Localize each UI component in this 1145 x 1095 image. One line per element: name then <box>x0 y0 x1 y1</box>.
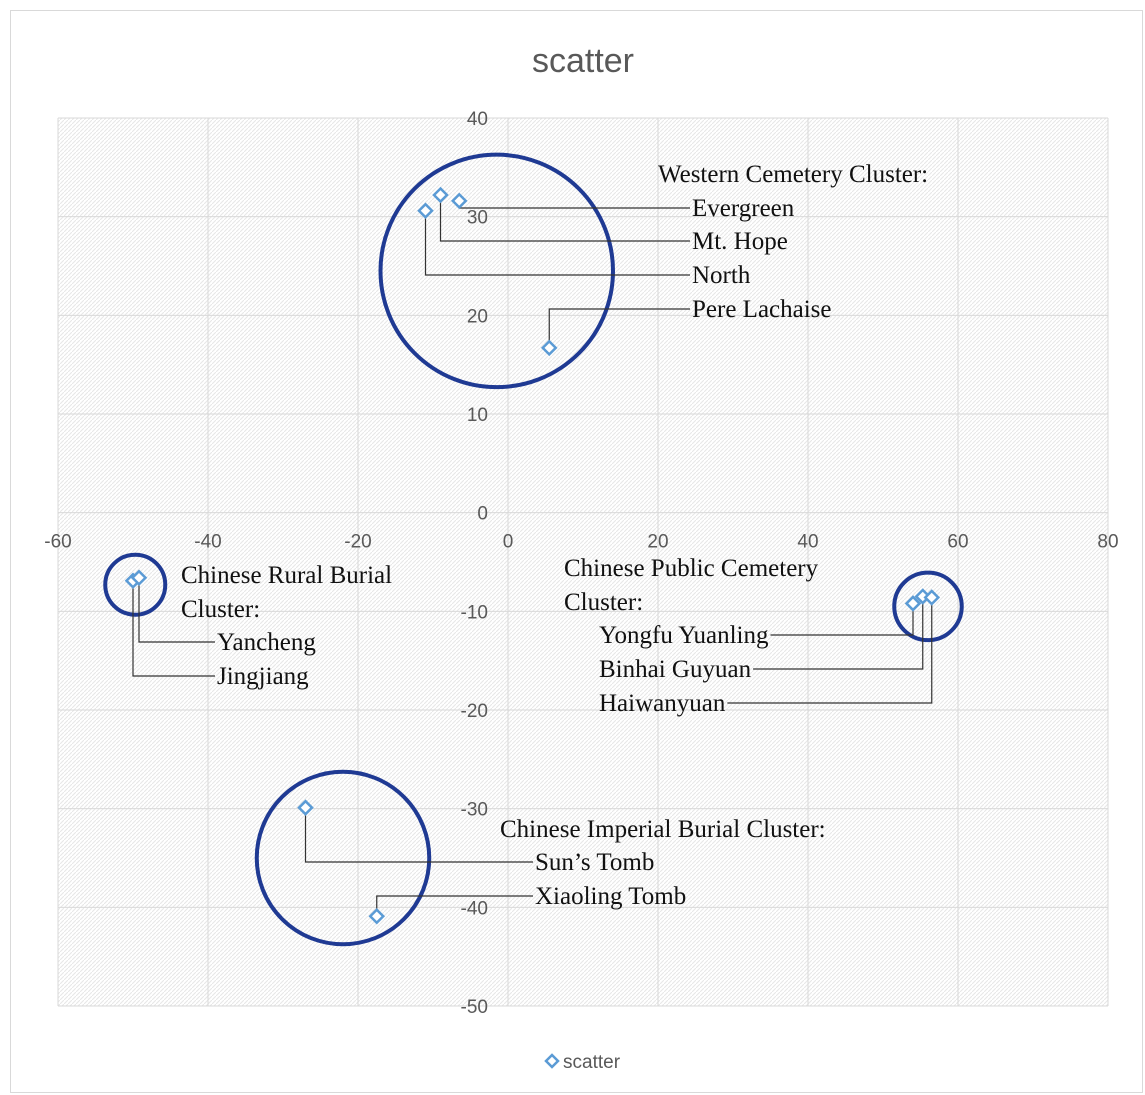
annotation-label: Chinese Public Cemetery <box>564 555 819 582</box>
leader-line <box>376 895 533 910</box>
data-point <box>368 907 386 925</box>
x-tick-label: 20 <box>647 532 668 553</box>
annotation-label: Cluster: <box>181 596 260 623</box>
annotation-label: Haiwanyuan <box>599 690 726 717</box>
plot-area <box>58 118 1108 1006</box>
y-tick-label: 10 <box>467 405 488 426</box>
data-point <box>904 595 922 612</box>
y-tick-label: -40 <box>461 898 488 919</box>
x-tick-label: -60 <box>44 532 71 553</box>
chart-title: scatter <box>532 42 634 80</box>
x-axis-ticks: -60 -40 -20 0 20 40 60 80 <box>44 532 1118 553</box>
cluster-circle <box>378 152 615 390</box>
annotation-label: Mt. Hope <box>692 228 788 255</box>
legend: scatter <box>544 1052 621 1073</box>
annotation-label: Chinese Rural Burial <box>181 562 392 589</box>
annotation-label: Binhai Guyuan <box>599 656 752 683</box>
leader-line <box>770 610 914 636</box>
y-tick-label: -50 <box>461 997 488 1018</box>
annotation-label: Jingjiang <box>217 663 309 690</box>
gridlines <box>57 117 1109 1007</box>
y-axis-ticks: 40 30 20 10 0 -10 -20 -30 -40 -50 <box>461 109 488 1018</box>
annotation-label: Western Cemetery Cluster: <box>658 161 928 188</box>
data-point <box>923 589 941 606</box>
leader-line <box>548 308 690 341</box>
annotation-label: Pere Lachaise <box>692 296 832 323</box>
annotation-label: North <box>692 262 751 289</box>
y-tick-label: -20 <box>461 701 488 722</box>
annotation-label: Evergreen <box>692 195 795 222</box>
data-point <box>297 799 314 816</box>
leader-line <box>727 604 933 704</box>
leader-line <box>439 201 690 242</box>
y-tick-label: -30 <box>461 800 488 821</box>
leader-line <box>304 814 533 863</box>
y-tick-label: 30 <box>467 208 488 229</box>
annotation-label: Sun’s Tomb <box>535 849 654 876</box>
y-tick-label: 0 <box>477 504 488 525</box>
leader-line <box>424 217 690 276</box>
x-tick-label: 0 <box>503 532 514 553</box>
x-tick-label: -40 <box>194 532 221 553</box>
data-point <box>540 339 558 357</box>
legend-label: scatter <box>563 1052 621 1073</box>
x-tick-label: 40 <box>797 532 818 553</box>
annotation-label: Yongfu Yuanling <box>599 622 769 649</box>
x-tick-label: -20 <box>344 532 371 553</box>
y-tick-label: -10 <box>461 602 488 623</box>
cluster-circle <box>892 570 964 643</box>
leader-line <box>753 603 924 670</box>
annotation-label: Yancheng <box>217 629 316 656</box>
cluster-circle <box>254 769 432 947</box>
leader-line <box>132 587 215 677</box>
annotation-leaders <box>132 201 933 910</box>
y-tick-label: 40 <box>467 109 488 130</box>
data-point <box>130 569 148 587</box>
annotation-label: Chinese Imperial Burial Cluster: <box>500 816 826 843</box>
legend-marker <box>544 1053 560 1069</box>
data-point <box>417 202 434 220</box>
annotation-label: Xiaoling Tomb <box>535 883 686 910</box>
data-points <box>124 186 941 925</box>
x-tick-label: 60 <box>947 532 968 553</box>
leader-line <box>138 584 215 643</box>
x-tick-label: 80 <box>1097 532 1118 553</box>
annotation-label: Cluster: <box>564 589 643 616</box>
cluster-circles <box>103 152 964 947</box>
y-tick-label: 20 <box>467 306 488 327</box>
cluster-circle <box>103 552 168 617</box>
data-point <box>432 186 449 204</box>
data-point <box>450 192 468 210</box>
annotations: Western Cemetery Cluster: Evergreen Mt. Ho… <box>181 161 928 910</box>
